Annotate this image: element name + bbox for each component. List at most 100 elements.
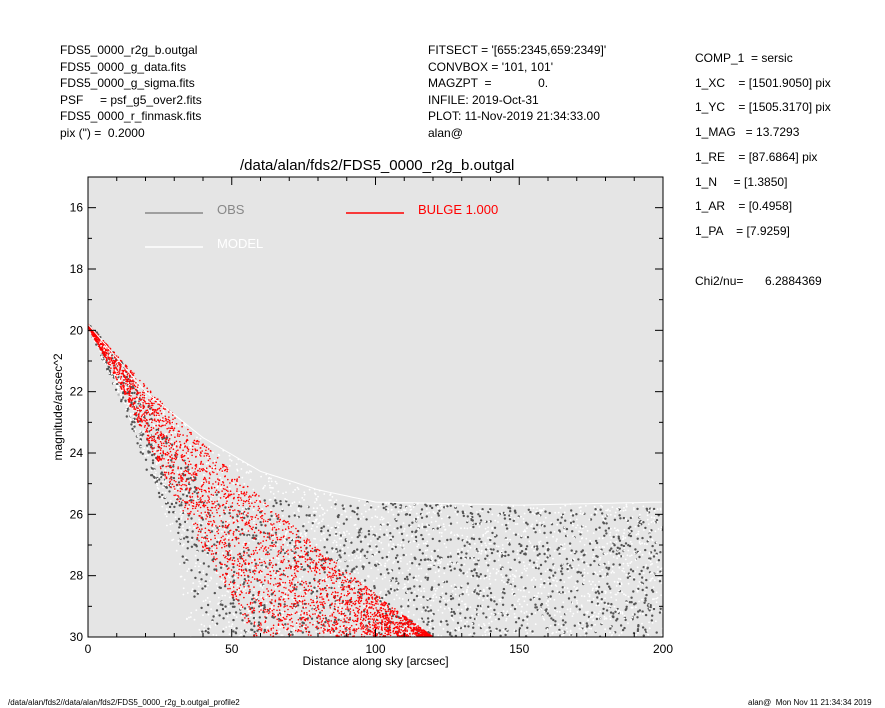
data-point [536, 554, 539, 557]
data-point [207, 584, 209, 587]
data-point [131, 371, 133, 374]
data-point [180, 471, 183, 474]
data-point [560, 516, 563, 519]
data-point [212, 548, 215, 551]
data-point [636, 507, 639, 511]
data-point [433, 562, 436, 565]
data-point [305, 589, 308, 591]
data-point [572, 535, 574, 538]
data-point [178, 443, 180, 445]
data-point [228, 633, 231, 635]
data-point [215, 634, 218, 637]
data-point [238, 530, 240, 533]
data-point [491, 596, 494, 599]
data-point [427, 609, 430, 613]
data-point [598, 537, 601, 540]
data-point [214, 481, 217, 483]
data-point [133, 425, 136, 428]
data-point [417, 567, 420, 570]
data-point [656, 521, 659, 523]
data-point [512, 550, 515, 553]
data-point [240, 555, 243, 558]
data-point [348, 559, 351, 562]
data-point [610, 537, 613, 539]
data-point [258, 616, 261, 619]
data-point [629, 534, 633, 538]
data-point [337, 603, 340, 606]
data-point [179, 433, 181, 436]
data-point [529, 542, 532, 544]
data-point [322, 532, 325, 534]
data-point [185, 535, 188, 539]
data-point [215, 614, 217, 617]
data-point [562, 601, 565, 604]
data-point [624, 594, 627, 597]
data-point [204, 580, 207, 583]
data-point [270, 480, 273, 483]
data-point [278, 534, 281, 536]
data-point [609, 618, 612, 621]
data-point [385, 529, 388, 531]
data-point [534, 578, 537, 581]
data-point [280, 582, 283, 585]
data-point [248, 586, 250, 588]
data-point [262, 487, 264, 490]
data-point [155, 471, 157, 474]
data-point [422, 595, 425, 599]
data-point [116, 369, 119, 371]
data-point [635, 534, 638, 536]
data-point [364, 535, 367, 539]
data-point [349, 516, 352, 518]
data-point [394, 556, 398, 560]
data-point [337, 559, 340, 562]
data-point [449, 631, 452, 635]
data-point [649, 560, 652, 563]
data-point [224, 542, 227, 545]
data-point [152, 443, 155, 446]
data-point [498, 554, 501, 557]
data-point [271, 536, 274, 538]
data-point [270, 525, 273, 528]
data-point [237, 577, 239, 579]
data-point [399, 526, 403, 529]
data-point [232, 556, 235, 560]
data-point [396, 590, 399, 593]
data-point [427, 558, 430, 561]
data-point [325, 631, 327, 634]
data-point [392, 543, 395, 546]
data-point [618, 547, 621, 550]
data-point [350, 541, 353, 544]
data-point [511, 592, 514, 595]
data-point [182, 525, 184, 528]
data-point [363, 605, 365, 608]
data-point [411, 535, 413, 538]
data-point [329, 615, 331, 617]
data-point [296, 486, 299, 489]
data-point [191, 445, 194, 448]
data-point [120, 400, 123, 403]
data-point [341, 583, 344, 587]
data-point [532, 586, 535, 588]
data-point [638, 542, 641, 544]
data-point [650, 619, 653, 622]
data-point [470, 575, 473, 578]
data-point [112, 382, 115, 385]
data-point [623, 528, 626, 531]
data-point [199, 491, 201, 494]
data-point [623, 549, 625, 552]
data-point [274, 563, 277, 566]
data-point [431, 556, 433, 559]
data-point [459, 569, 463, 572]
data-point [290, 630, 293, 633]
data-point [603, 519, 606, 522]
data-point [554, 620, 557, 623]
data-point [417, 625, 419, 627]
data-point [155, 436, 158, 438]
data-point [436, 512, 440, 515]
data-point [630, 561, 633, 563]
data-point [539, 572, 543, 575]
data-point [605, 603, 607, 606]
data-point [543, 580, 546, 583]
data-point [484, 634, 487, 636]
data-point [559, 506, 562, 509]
